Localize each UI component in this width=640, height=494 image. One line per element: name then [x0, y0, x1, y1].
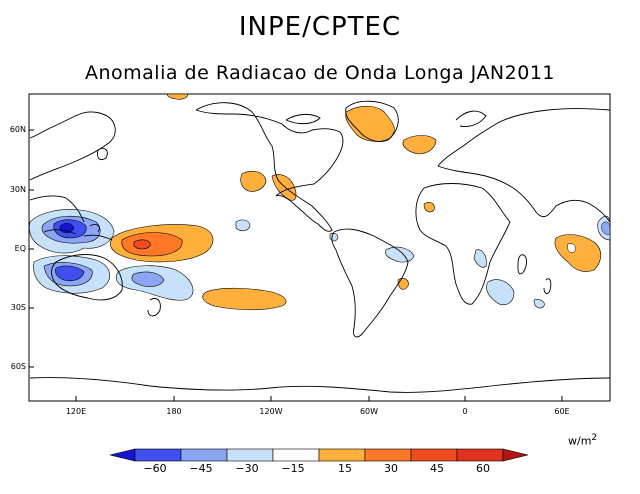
colorbar-swatch: [272, 448, 320, 462]
neg-anomaly-central-pacific: [235, 219, 251, 232]
coastlines: [29, 100, 611, 393]
pos-anomaly-indian-ocean: [554, 234, 602, 272]
colorbar-swatch: [226, 448, 274, 462]
unit-text: w/m: [568, 434, 592, 448]
colorbar-label: 30: [384, 462, 398, 475]
pos-anomaly-north-atlantic: [402, 135, 437, 155]
colorbar-swatch: [456, 448, 504, 462]
neg-anomaly-indian-ocean-south: [533, 299, 545, 309]
pos-anomaly-south-pacific: [202, 287, 287, 311]
colorbar: [109, 448, 529, 462]
map-subtitle: Anomalia de Radiacao de Onda Longa JAN20…: [84, 62, 556, 84]
colorbar-label: −30: [235, 462, 259, 475]
neg-anomaly-africa-east: [473, 249, 487, 268]
map-title: INPE/CPTEC: [238, 12, 402, 42]
colorbar-label: 45: [430, 462, 444, 475]
colorbar-label: 15: [338, 462, 352, 475]
lon-label-120w: 120W: [259, 407, 283, 416]
lon-label-60e: 60E: [554, 407, 570, 416]
positive-anomalies: [110, 93, 602, 311]
pos-anomaly-gulf: [271, 174, 297, 201]
neg-anomaly-southern-africa: [486, 279, 515, 305]
lat-label-eq: EQ: [14, 244, 26, 253]
colorbar-label: −45: [189, 462, 213, 475]
colorbar-swatch: [364, 448, 412, 462]
colorbar-unit: w/m2: [568, 433, 597, 448]
unit-exponent: 2: [591, 433, 598, 443]
neg-anomaly-colombia: [329, 232, 339, 242]
lon-label-60w: 60W: [359, 407, 379, 416]
lon-label-0: 0: [462, 407, 468, 416]
neg-anomaly-brazil: [385, 246, 415, 263]
pos-anomaly-arctic: [167, 93, 189, 100]
colorbar-swatch: [134, 448, 182, 462]
lat-label-30s: 30S: [10, 303, 26, 312]
lat-label-60s: 60S: [10, 362, 26, 371]
negative-anomalies: [29, 209, 611, 309]
colorbar-swatch: [318, 448, 366, 462]
lat-label-30n: 30N: [9, 185, 26, 194]
lon-label-180: 180: [166, 407, 182, 416]
colorbar-label: −15: [281, 462, 305, 475]
pos-anomaly-sahara: [423, 202, 435, 213]
colorbar-label: 60: [476, 462, 490, 475]
pos-anomaly-mexico: [240, 170, 267, 192]
colorbar-swatch: [410, 448, 458, 462]
colorbar-min-arrow: [109, 448, 136, 462]
colorbar-label: −60: [143, 462, 167, 475]
colorbar-swatch: [180, 448, 228, 462]
map-ticks: [29, 129, 563, 401]
pos-anomaly-south-america: [397, 278, 409, 290]
lat-label-60n: 60N: [9, 125, 26, 134]
lon-label-120e: 120E: [65, 407, 87, 416]
colorbar-max-arrow: [502, 448, 529, 462]
